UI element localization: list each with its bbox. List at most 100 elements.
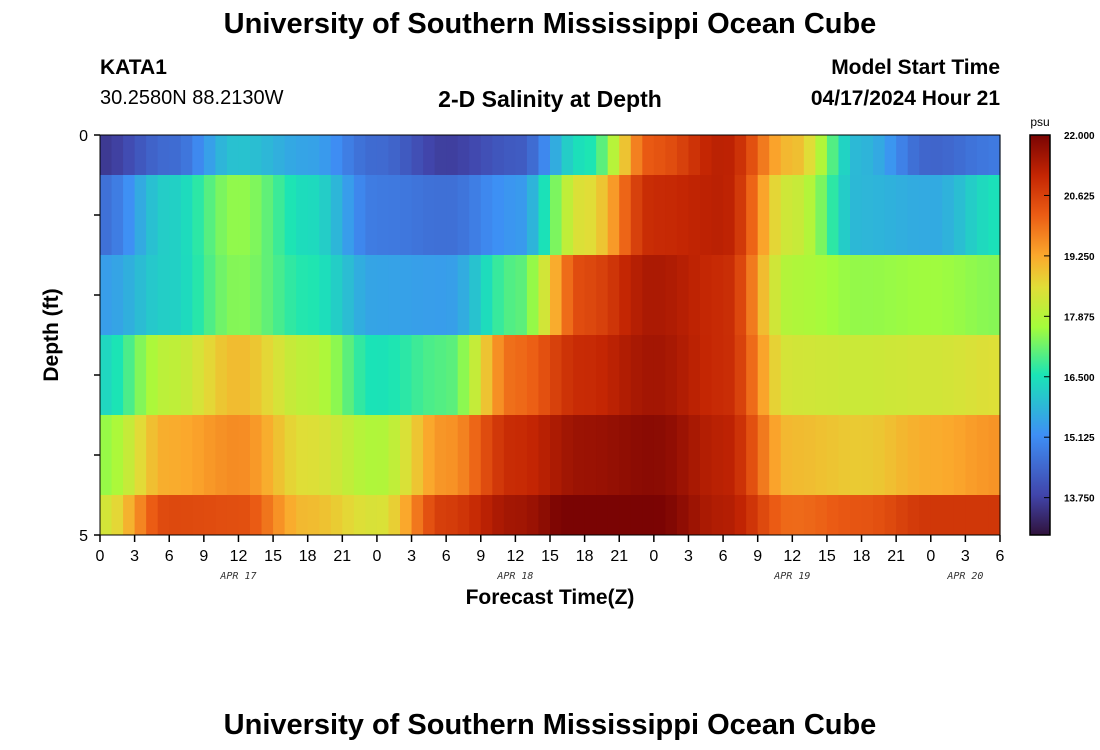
heatmap-cell — [538, 335, 551, 415]
x-tick-label: 9 — [476, 548, 485, 565]
heatmap-cell — [953, 415, 966, 495]
heatmap-cell — [365, 135, 378, 175]
heatmap-cell — [457, 335, 470, 415]
heatmap-cell — [411, 175, 424, 255]
heatmap-cell — [676, 335, 690, 415]
heatmap-cell — [861, 135, 874, 175]
heatmap-cell — [226, 135, 240, 175]
heatmap-cell — [630, 415, 643, 495]
heatmap-cell — [307, 495, 320, 535]
heatmap-cell — [757, 255, 770, 335]
heatmap-cell — [630, 495, 643, 535]
heatmap-cell — [157, 415, 170, 495]
heatmap-cell — [769, 135, 782, 175]
heatmap-cell — [515, 495, 528, 535]
heatmap-cell — [919, 495, 932, 535]
heatmap-cell — [642, 175, 655, 255]
x-axis: 0 3 6 9 12 15 18 21 0 3 6 9 12 15 18 21 0 3 6 9 12 15 18 21 0 3 6 A… — [96, 535, 1005, 582]
heatmap-cell — [261, 255, 274, 335]
heatmap-cell — [515, 135, 528, 175]
heatmap-cell — [815, 135, 828, 175]
heatmap-cell — [607, 175, 620, 255]
heatmap-cell — [550, 135, 563, 175]
heatmap-cell — [123, 415, 136, 495]
heatmap-cell — [492, 495, 505, 535]
heatmap-cell — [446, 175, 459, 255]
heatmap-cell — [411, 415, 424, 495]
heatmap-cell — [376, 175, 390, 255]
heatmap-cell — [480, 255, 493, 335]
heatmap-cell — [457, 495, 470, 535]
heatmap-cell — [688, 495, 701, 535]
heatmap-cell — [988, 415, 1001, 495]
heatmap-cell — [896, 135, 909, 175]
heatmap-cell — [573, 415, 586, 495]
heatmap-cell — [746, 255, 759, 335]
heatmap-cell — [469, 335, 482, 415]
x-tick-label: 0 — [926, 548, 935, 565]
x-tick-label: 0 — [649, 548, 658, 565]
heatmap-cell — [861, 495, 874, 535]
heatmap-cell — [238, 415, 251, 495]
heatmap-cell — [169, 415, 182, 495]
heatmap-cell — [226, 175, 240, 255]
footer-title: University of Southern Mississippi Ocean… — [223, 709, 877, 741]
heatmap-cell — [238, 175, 251, 255]
heatmap-cell — [261, 415, 274, 495]
colorbar: psu 22.000 20.625 19.250 17.875 16.500 15.125… — [1029, 115, 1095, 536]
heatmap-cell — [526, 175, 540, 255]
heatmap-cell — [619, 175, 632, 255]
heatmap-cell — [192, 495, 205, 535]
heatmap-cell — [330, 415, 343, 495]
heatmap-cell — [353, 175, 366, 255]
heatmap-cell — [469, 175, 482, 255]
station-coords: 30.2580N 88.2130W — [100, 87, 284, 109]
heatmap-cell — [134, 175, 147, 255]
x-tick-label: 15 — [264, 548, 282, 565]
heatmap-cell — [226, 255, 240, 335]
heatmap-cell — [353, 415, 366, 495]
heatmap-cell — [134, 415, 147, 495]
heatmap-cell — [826, 495, 840, 535]
heatmap-cell — [988, 495, 1001, 535]
heatmap-cell — [746, 335, 759, 415]
heatmap-cells — [100, 135, 1001, 535]
heatmap-cell — [192, 335, 205, 415]
heatmap-cell — [700, 255, 713, 335]
heatmap-cell — [250, 255, 263, 335]
heatmap-cell — [676, 415, 690, 495]
heatmap-cell — [965, 495, 978, 535]
heatmap-cell — [134, 255, 147, 335]
heatmap-cell — [584, 335, 597, 415]
heatmap-cell — [723, 175, 736, 255]
heatmap-cell — [330, 175, 343, 255]
heatmap-cell — [100, 415, 113, 495]
heatmap-cell — [930, 415, 943, 495]
heatmap-cell — [711, 135, 724, 175]
heatmap-cell — [157, 495, 170, 535]
heatmap-cell — [111, 135, 124, 175]
heatmap-cell — [965, 335, 978, 415]
heatmap-cell — [665, 135, 678, 175]
heatmap-cell — [976, 175, 990, 255]
heatmap-cell — [100, 335, 113, 415]
heatmap-cell — [146, 335, 159, 415]
heatmap-cell — [896, 495, 909, 535]
heatmap-cell — [457, 175, 470, 255]
heatmap-cell — [423, 495, 436, 535]
heatmap-cell — [446, 135, 459, 175]
heatmap-cell — [238, 495, 251, 535]
heatmap-cell — [284, 175, 297, 255]
heatmap-cell — [676, 255, 690, 335]
heatmap-cell — [100, 135, 113, 175]
heatmap-cell — [411, 495, 424, 535]
heatmap-cell — [492, 175, 505, 255]
heatmap-cell — [838, 495, 851, 535]
heatmap-cell — [157, 135, 170, 175]
heatmap-cell — [896, 255, 909, 335]
heatmap-cell — [538, 175, 551, 255]
heatmap-cell — [342, 175, 355, 255]
heatmap-cell — [734, 415, 747, 495]
heatmap-cell — [423, 175, 436, 255]
heatmap-cell — [815, 335, 828, 415]
